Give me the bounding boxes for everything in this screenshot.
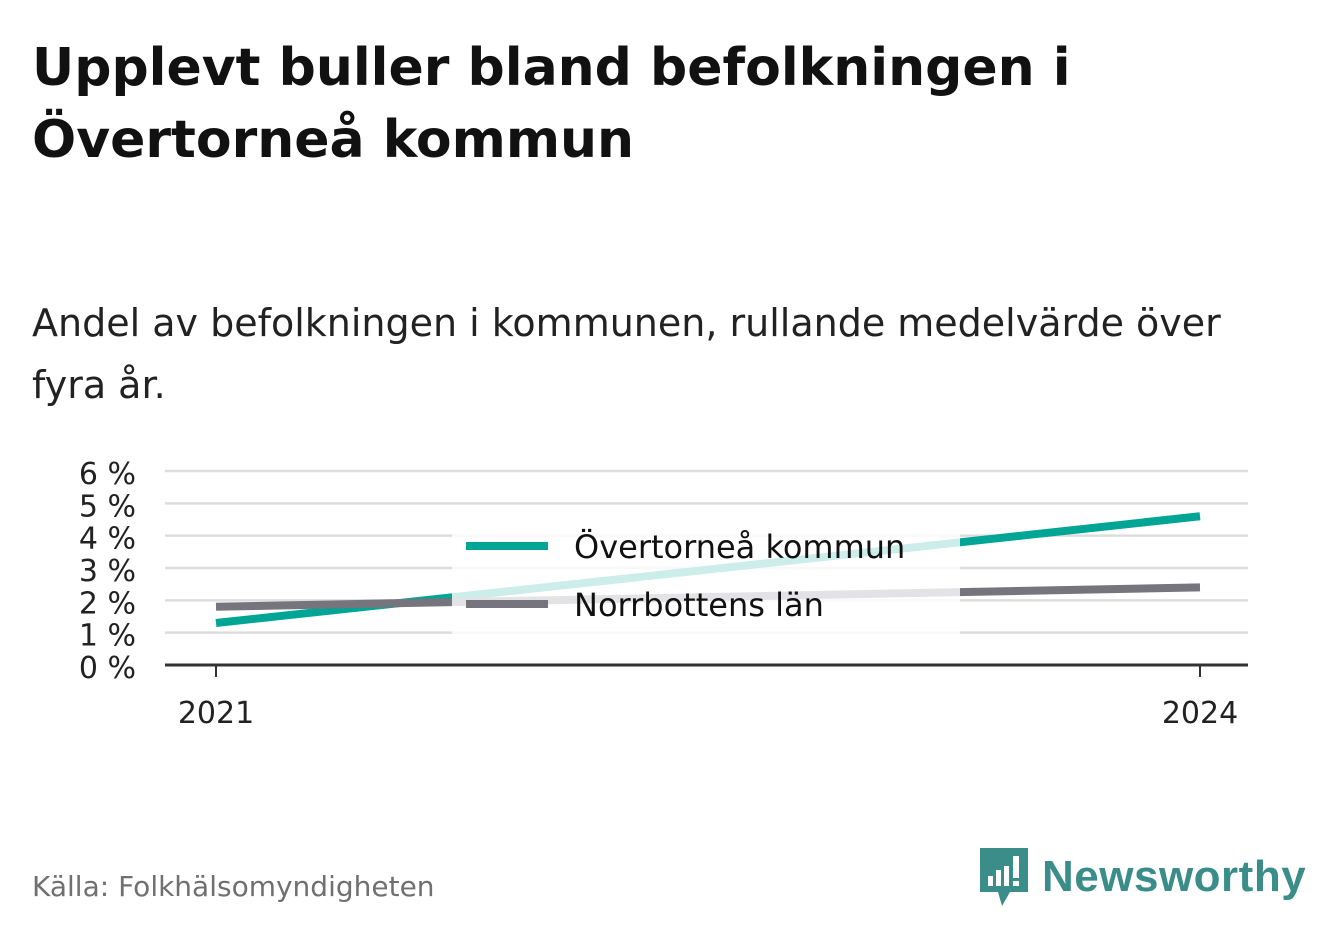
y-tick-label: 6 % <box>79 457 136 492</box>
source-note: Källa: Folkhälsomyndigheten <box>32 870 435 903</box>
brand-logo: Newsworthy <box>980 848 1306 906</box>
brand-name: Newsworthy <box>1042 852 1307 901</box>
newsworthy-logo-icon <box>980 848 1028 906</box>
y-tick-label: 5 % <box>79 489 136 524</box>
x-tick-label: 2021 <box>178 696 254 731</box>
x-axis: 2021 2024 <box>165 663 1248 731</box>
legend: Övertorneå kommun Norrbottens län <box>452 514 960 640</box>
chart-subtitle: Andel av befolkningen i kommunen, rullan… <box>32 301 1221 407</box>
legend-label-1: Norrbottens län <box>574 586 824 624</box>
y-tick-label: 1 % <box>79 619 136 654</box>
y-tick-label: 2 % <box>79 586 136 621</box>
y-tick-label: 0 % <box>79 651 136 686</box>
y-tick-label: 4 % <box>79 522 136 557</box>
chart-title: Upplevt buller bland befolkningen i Över… <box>32 38 1071 170</box>
y-tick-label: 3 % <box>79 554 136 589</box>
line-chart: 0 %1 %2 %3 %4 %5 %6 % 2021 2024 Övertorne… <box>79 457 1248 731</box>
y-axis-ticks: 0 %1 %2 %3 %4 %5 %6 % <box>79 457 136 686</box>
legend-label-0: Övertorneå kommun <box>574 528 905 566</box>
legend-background <box>452 514 960 640</box>
x-tick-label: 2024 <box>1162 696 1238 731</box>
